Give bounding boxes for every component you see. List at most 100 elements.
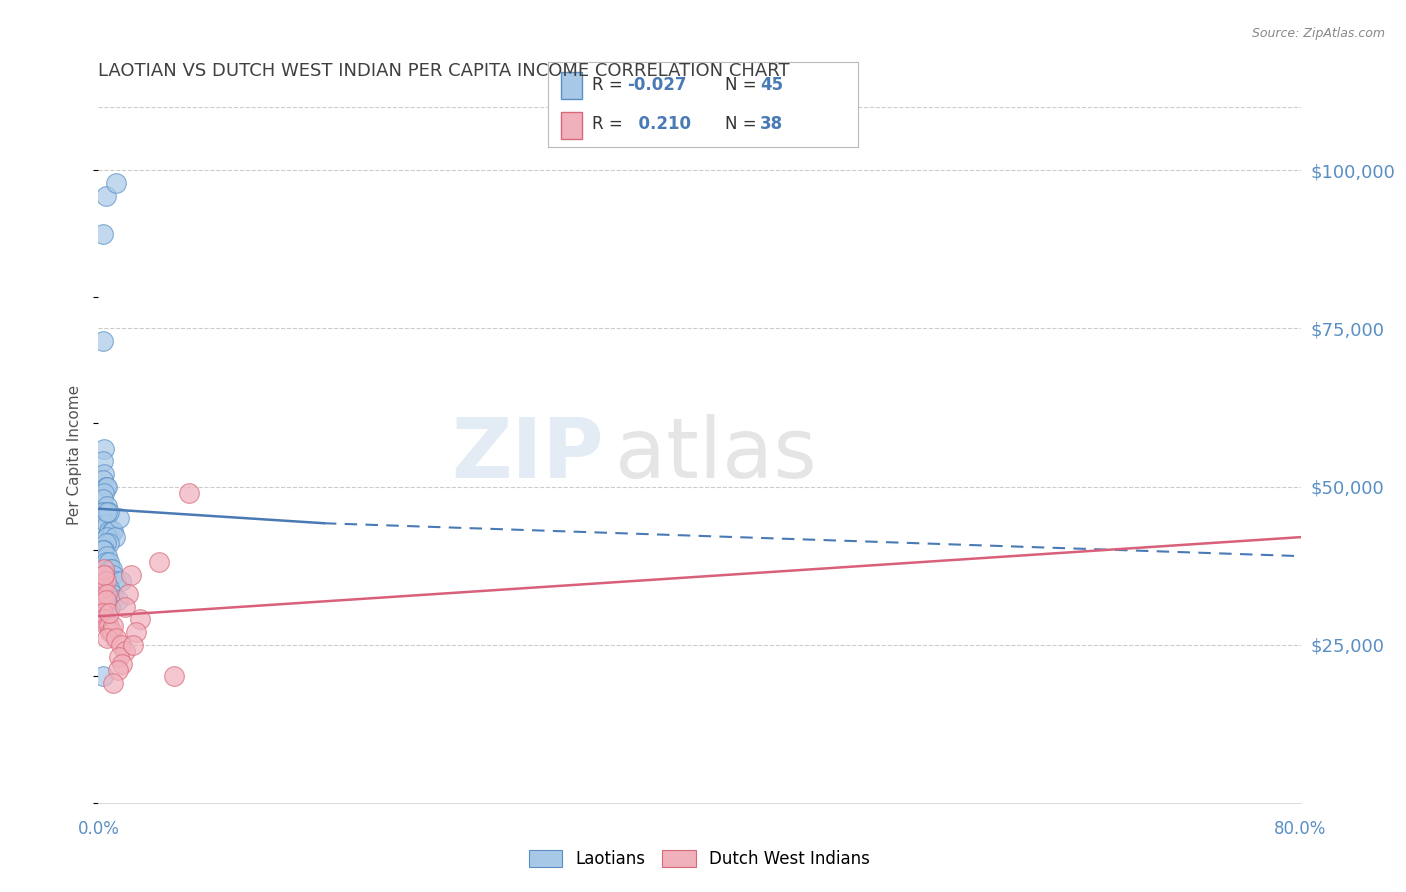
Point (94, 188, 117, 202)
Point (93, 581, 115, 595)
Point (91, 473, 114, 487)
Point (96, 632, 118, 646)
Text: 80.0%: 80.0% (1274, 820, 1327, 838)
Point (110, 638, 132, 652)
Point (91, 454, 114, 468)
Point (103, 524, 125, 538)
Point (91, 669, 114, 683)
Point (97, 505, 120, 519)
Point (96, 517, 118, 532)
Point (96, 618, 118, 632)
Point (91, 505, 114, 519)
Point (101, 524, 124, 538)
Point (97, 606, 120, 620)
Point (94, 593, 117, 607)
Text: Source: ZipAtlas.com: Source: ZipAtlas.com (1251, 27, 1385, 40)
FancyBboxPatch shape (561, 71, 582, 99)
Point (96, 549, 118, 563)
Point (121, 568, 143, 582)
Text: atlas: atlas (616, 415, 817, 495)
Point (105, 632, 128, 646)
Point (103, 618, 125, 632)
Point (91, 606, 114, 620)
Point (100, 562, 122, 576)
Point (91, 599, 114, 614)
Point (97, 618, 120, 632)
Point (96, 479, 118, 493)
Point (94, 556, 117, 570)
Point (129, 612, 152, 626)
Point (103, 675, 125, 690)
Point (114, 599, 136, 614)
Point (91, 334, 114, 348)
Point (90, 593, 112, 607)
Point (91, 542, 114, 557)
Point (93, 568, 115, 582)
Point (105, 176, 128, 190)
Point (93, 612, 115, 626)
Point (117, 587, 139, 601)
Point (101, 625, 124, 640)
Text: 0.210: 0.210 (627, 115, 692, 133)
Text: 45: 45 (761, 77, 783, 95)
Point (97, 524, 120, 538)
Point (94, 574, 117, 589)
Point (93, 467, 115, 481)
FancyBboxPatch shape (561, 112, 582, 139)
Point (97, 536, 120, 550)
Point (96, 505, 118, 519)
Text: R =: R = (592, 77, 627, 95)
Point (100, 599, 122, 614)
Point (93, 517, 115, 532)
Point (97, 556, 120, 570)
Point (96, 587, 118, 601)
Point (94, 568, 117, 582)
Point (101, 587, 124, 601)
Y-axis label: Per Capita Income: Per Capita Income (67, 384, 83, 525)
Point (91, 574, 114, 589)
Point (103, 568, 125, 582)
Point (94, 511, 117, 525)
Point (114, 644, 136, 658)
Text: -0.027: -0.027 (627, 77, 686, 95)
Text: 38: 38 (761, 115, 783, 133)
Text: N =: N = (724, 77, 762, 95)
Point (93, 568, 115, 582)
Point (111, 657, 134, 671)
Point (93, 505, 115, 519)
Point (108, 511, 131, 525)
Text: 0.0%: 0.0% (77, 820, 120, 838)
Point (94, 479, 117, 493)
Point (90, 606, 112, 620)
Text: LAOTIAN VS DUTCH WEST INDIAN PER CAPITA INCOME CORRELATION CHART: LAOTIAN VS DUTCH WEST INDIAN PER CAPITA … (98, 62, 790, 80)
Text: N =: N = (724, 115, 762, 133)
Point (162, 669, 184, 683)
Point (93, 442, 115, 456)
Point (90, 581, 112, 595)
Point (91, 587, 114, 601)
Point (91, 227, 114, 241)
Point (91, 492, 114, 507)
Point (91, 581, 114, 595)
Point (125, 625, 148, 640)
Point (93, 486, 115, 500)
Point (110, 574, 132, 589)
Point (104, 530, 127, 544)
Point (94, 536, 117, 550)
Point (122, 638, 145, 652)
Text: ZIP: ZIP (451, 415, 603, 495)
Point (105, 574, 128, 589)
Point (108, 650, 131, 665)
Point (97, 581, 120, 595)
Point (177, 486, 200, 500)
Point (107, 593, 129, 607)
Point (101, 562, 124, 576)
Point (148, 556, 170, 570)
Point (107, 663, 129, 677)
Point (93, 542, 115, 557)
Point (96, 530, 118, 544)
Point (100, 625, 122, 640)
Point (96, 499, 118, 513)
Text: R =: R = (592, 115, 627, 133)
Point (93, 562, 115, 576)
